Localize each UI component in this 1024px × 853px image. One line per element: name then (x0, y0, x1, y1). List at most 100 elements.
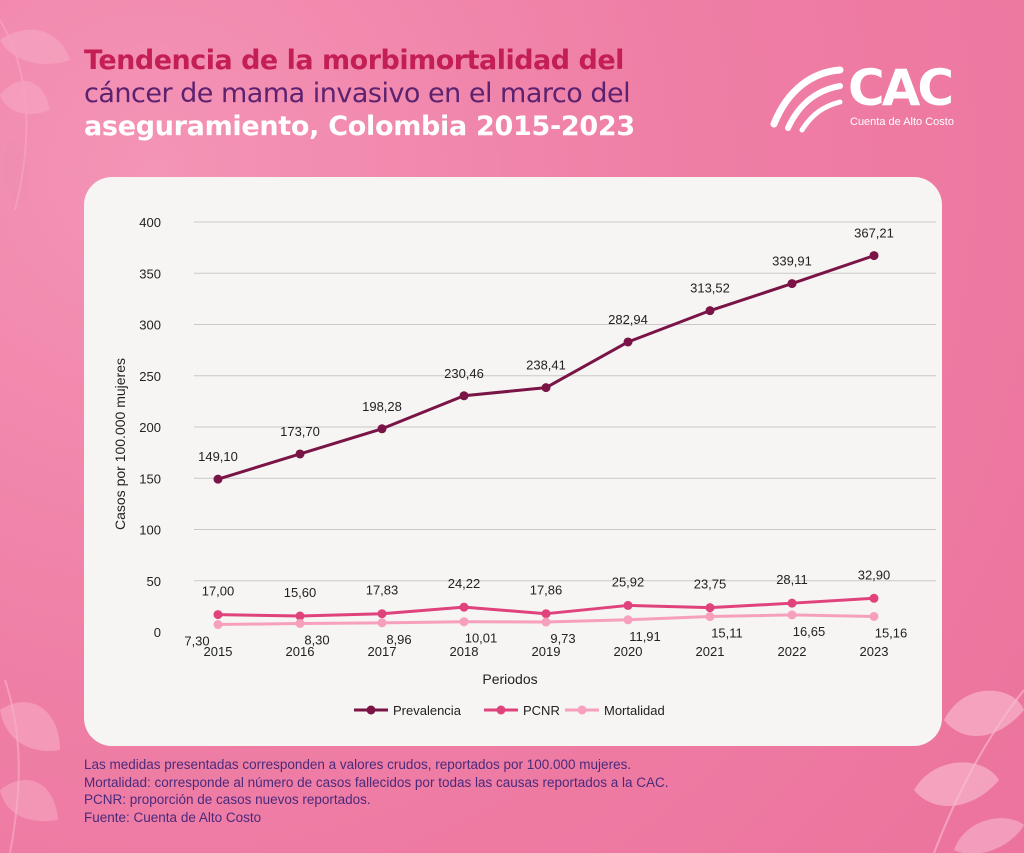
data-point (623, 615, 633, 625)
data-label: 25,92 (612, 574, 645, 589)
x-tick-label: 2015 (204, 644, 233, 659)
data-labels: 149,10 173,70 198,28 230,46 238,41 282,94 313,… (184, 226, 907, 649)
footer-notes: Las medidas presentadas corresponden a v… (84, 756, 904, 826)
data-label: 15,11 (711, 626, 743, 641)
data-label: 17,00 (202, 584, 235, 599)
data-label: 15,16 (875, 625, 908, 640)
y-tick-label: 150 (139, 471, 161, 486)
x-tick-label: 2018 (450, 644, 479, 659)
data-label: 313,52 (690, 281, 730, 296)
leaf-decoration-bottom-right (914, 689, 1024, 853)
data-label: 8,30 (304, 632, 329, 647)
data-point (295, 611, 305, 621)
data-point (787, 279, 797, 289)
data-point (377, 609, 387, 619)
x-axis-ticks: 2015 2016 2017 2018 2019 2020 2021 2022 2023 (204, 644, 889, 659)
logo-text: CAC (848, 59, 954, 117)
data-label: 24,22 (448, 576, 481, 591)
data-label: 11,91 (629, 629, 661, 644)
data-point (377, 424, 387, 434)
y-axis-ticks: 0 50 100 150 200 250 300 350 400 (139, 215, 161, 640)
y-tick-label: 50 (147, 574, 161, 589)
data-point (869, 251, 879, 261)
data-point (459, 617, 469, 627)
x-tick-label: 2022 (778, 644, 807, 659)
data-point (213, 610, 223, 620)
data-label: 282,94 (608, 312, 648, 327)
legend-label: PCNR (523, 703, 560, 718)
y-tick-label: 0 (154, 625, 161, 640)
title-line-1: Tendencia de la morbimortalidad del (84, 45, 624, 76)
data-label: 9,73 (550, 631, 575, 646)
y-tick-label: 250 (139, 369, 161, 384)
data-label: 15,60 (284, 585, 317, 600)
data-point (705, 306, 715, 316)
title-line-2: cáncer de mama invasivo en el marco del (84, 78, 631, 109)
data-label: 10,01 (465, 631, 498, 646)
title-line-3: aseguramiento, Colombia 2015-2023 (84, 111, 635, 142)
legend-marker (496, 705, 506, 715)
data-label: 149,10 (198, 449, 238, 464)
x-axis-label: Periodos (482, 671, 537, 687)
footer-note-2: Mortalidad: corresponde al número de cas… (84, 774, 669, 790)
page-title: Tendencia de la morbimortalidad del cánc… (84, 44, 764, 143)
footer-note-1: Las medidas presentadas corresponden a v… (84, 757, 632, 772)
legend-marker (577, 705, 587, 715)
data-label: 339,91 (772, 254, 812, 269)
x-tick-label: 2021 (696, 644, 725, 659)
y-tick-label: 350 (139, 266, 161, 281)
data-point (541, 383, 551, 393)
y-tick-label: 400 (139, 215, 161, 230)
data-label: 230,46 (444, 366, 484, 381)
data-point (787, 598, 797, 608)
data-label: 17,83 (366, 583, 399, 598)
data-label: 173,70 (280, 424, 320, 439)
data-label: 16,65 (793, 624, 826, 639)
data-label: 367,21 (854, 226, 894, 241)
cac-logo: CAC Cuenta de Alto Costo (768, 60, 968, 140)
data-point (705, 603, 715, 613)
y-axis-label: Casos por 100.000 mujeres (112, 358, 128, 530)
chart-card: 0 50 100 150 200 250 300 350 400 2015 2016 2017 201… (84, 177, 942, 746)
data-point (623, 600, 633, 610)
data-point (869, 593, 879, 603)
y-tick-label: 300 (139, 318, 161, 333)
x-tick-label: 2016 (286, 644, 315, 659)
data-point (787, 610, 797, 620)
data-point (541, 609, 551, 619)
data-label: 28,11 (776, 572, 808, 587)
logo-subtitle: Cuenta de Alto Costo (850, 116, 954, 128)
leaf-decoration-top-left (0, 19, 70, 211)
x-tick-label: 2017 (368, 644, 397, 659)
data-point (295, 618, 305, 628)
data-label: 7,30 (184, 634, 209, 649)
footer-note-3: PCNR: proporción de casos nuevos reporta… (84, 792, 371, 807)
legend-label: Prevalencia (393, 703, 462, 718)
data-point (377, 618, 387, 628)
data-label: 17,86 (530, 583, 563, 598)
chart-series (213, 251, 879, 630)
data-point (213, 620, 223, 630)
grid-lines (194, 221, 936, 582)
data-label: 32,90 (858, 567, 891, 582)
data-point (623, 337, 633, 347)
chart-legend: Prevalencia PCNR Mortalidad (354, 703, 665, 718)
data-point (295, 449, 305, 459)
x-tick-label: 2020 (614, 644, 643, 659)
data-point (869, 611, 879, 621)
data-label: 198,28 (362, 399, 402, 414)
data-point (705, 612, 715, 622)
x-tick-label: 2019 (532, 644, 561, 659)
data-label: 238,41 (526, 358, 566, 373)
data-point (459, 602, 469, 612)
data-point (541, 617, 551, 627)
footer-note-4: Fuente: Cuenta de Alto Costo (84, 809, 262, 825)
y-tick-label: 100 (139, 523, 161, 538)
data-point (213, 474, 223, 484)
data-label: 23,75 (694, 577, 727, 592)
y-tick-label: 200 (139, 420, 161, 435)
data-label: 8,96 (386, 632, 411, 647)
x-tick-label: 2023 (860, 644, 889, 659)
cac-logo-mark-icon (770, 66, 844, 133)
